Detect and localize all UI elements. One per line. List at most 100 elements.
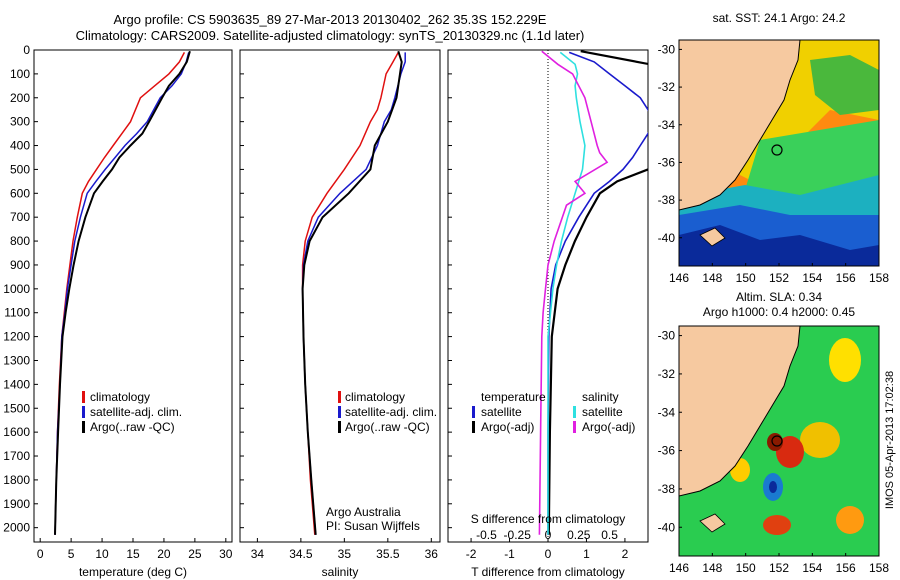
map-lat-label: -40 <box>658 231 676 245</box>
x-tick-label: 10 <box>95 547 109 561</box>
imos-timestamp-credit: IMOS 05-Apr-2013 17:02:38 <box>884 371 896 509</box>
map-lon-label: 154 <box>802 271 822 285</box>
temperature-lines <box>54 50 191 535</box>
depth-tick-label: 400 <box>10 139 30 153</box>
sst-map-panel: sat. SST: 24.1 Argo: 24.2 146 148 150 152 15… <box>658 11 890 285</box>
depth-tick-label: 0 <box>23 43 30 57</box>
depth-tick-label: 1100 <box>4 306 30 320</box>
depth-tick-label: 200 <box>10 91 30 105</box>
depth-tick-label: 500 <box>10 162 30 176</box>
x-tick-label: 30 <box>219 547 233 561</box>
sst-green-eddy <box>810 55 879 115</box>
sla-yellow-blob <box>829 338 861 382</box>
difference-x-axis: -2 -1 0 1 2 -0.5 -0.25 0 0.25 0.5 <box>466 528 629 561</box>
legend-swatch-t-satellite <box>472 406 475 418</box>
map-lon-label: 150 <box>736 271 756 285</box>
depth-tick-label: 800 <box>10 234 30 248</box>
map-lat-label: -38 <box>658 482 676 496</box>
depth-axis: 0 100 200 300 400 500 600 700 800 900 1000 1100 1200… <box>3 43 38 535</box>
legend-label-satellite: satellite-adj. clim. <box>90 405 182 419</box>
x-tick-label: 15 <box>126 547 140 561</box>
legend-swatch-s-argo <box>573 421 576 433</box>
difference-depth-ticks <box>448 49 452 529</box>
map-lon-label: 158 <box>869 271 889 285</box>
salinity-xlabel: salinity <box>322 565 359 579</box>
figure-title-line-1: Argo profile: CS 5903635_89 27-Mar-2013 … <box>113 12 547 27</box>
sla-orange-blob-2 <box>836 506 864 534</box>
legend-label-s-satellite: satellite <box>582 405 623 419</box>
legend-swatch-t-argo <box>472 421 475 433</box>
map-lat-label: -32 <box>658 367 676 381</box>
map-lon-label: 150 <box>736 561 756 575</box>
difference-lines <box>538 50 648 535</box>
x-tick-label: 2 <box>622 547 629 561</box>
series-line-argo-raw-qc- <box>301 50 403 535</box>
map-lon-label: 158 <box>869 561 889 575</box>
temperature-legend: climatology satellite-adj. clim. Argo(..… <box>82 390 182 434</box>
difference-legend: temperature satellite Argo(-adj) salinit… <box>472 390 635 434</box>
s-tick-label: 0.25 <box>567 528 591 542</box>
x-tick-label: 1 <box>583 547 590 561</box>
map-lon-label: 148 <box>702 271 722 285</box>
x-tick-label: 0 <box>545 547 552 561</box>
salinity-axes-box <box>239 49 441 543</box>
depth-tick-label: 1400 <box>3 377 30 391</box>
depth-tick-label: 1300 <box>3 353 30 367</box>
map-lat-label: -38 <box>658 193 676 207</box>
legend-label-s-argo: Argo(-adj) <box>582 420 635 434</box>
legend-label-argo: Argo(..raw -QC) <box>345 420 430 434</box>
legend-label-climatology: climatology <box>90 390 150 404</box>
x-tick-label: 34.5 <box>289 547 313 561</box>
sla-high-anomaly <box>776 436 804 468</box>
sla-high-anomaly-core <box>767 433 783 451</box>
depth-tick-label: 1000 <box>3 282 30 296</box>
sla-island <box>699 513 726 533</box>
depth-tick-label: 600 <box>10 186 30 200</box>
x-tick-label: 20 <box>157 547 171 561</box>
depth-tick-label: 2000 <box>3 521 30 535</box>
map-lon-label: 154 <box>802 561 822 575</box>
map-lat-label: -30 <box>658 42 676 56</box>
map-lat-label: -34 <box>658 405 676 419</box>
legend-swatch-s-satellite <box>573 406 576 418</box>
x-tick-label: 25 <box>188 547 202 561</box>
x-tick-label: 36 <box>425 547 439 561</box>
salinity-lines <box>301 50 406 535</box>
s-tick-label: -0.5 <box>476 528 497 542</box>
map-lat-label: -30 <box>658 329 676 343</box>
map-lon-label: 152 <box>769 561 789 575</box>
legend-label-t-satellite: satellite <box>481 405 522 419</box>
sst-map-field <box>679 40 879 266</box>
depth-tick-label: 1500 <box>3 401 30 415</box>
depth-tick-label: 900 <box>10 258 30 272</box>
credit-argo-australia: Argo Australia <box>326 505 401 519</box>
diff-line-salinity-argo-adj- <box>538 50 609 535</box>
depth-tick-label: 1800 <box>3 473 30 487</box>
legend-swatch-climatology <box>82 391 85 403</box>
t-difference-label: T difference from climatology <box>471 565 625 579</box>
legend-swatch-satellite <box>338 406 341 418</box>
diff-line-temperature-argo-adj- <box>547 50 648 535</box>
map-lat-label: -36 <box>658 444 676 458</box>
sst-dark-blue-zone <box>679 225 879 266</box>
series-line-argo-raw-qc- <box>54 50 191 535</box>
legend-label-climatology: climatology <box>345 390 405 404</box>
legend-label-argo: Argo(..raw -QC) <box>90 420 175 434</box>
depth-tick-label: 700 <box>10 210 30 224</box>
temperature-panel: 0100200300400500600700800900100011001200… <box>3 43 233 579</box>
s-tick-label: -0.25 <box>504 528 532 542</box>
x-tick-label: 5 <box>68 547 75 561</box>
legend-swatch-argo <box>338 421 341 433</box>
sla-map-title-2: Argo h1000: 0.4 h2000: 0.45 <box>703 305 855 319</box>
depth-tick-label: 1700 <box>3 449 30 463</box>
sla-map-panel: Altim. SLA: 0.34 Argo h1000: 0.4 h2000: … <box>658 290 890 575</box>
depth-tick-label: 300 <box>10 115 30 129</box>
sla-yellow-blob-2 <box>800 422 840 458</box>
salinity-x-axis: 34 34.5 35 35.5 36 <box>251 538 439 561</box>
map-lat-label: -32 <box>658 80 676 94</box>
s-difference-label: S difference from climatology <box>471 512 626 526</box>
legend-swatch-argo <box>82 421 85 433</box>
sla-australia-land <box>679 326 801 497</box>
legend-swatch-climatology <box>338 391 341 403</box>
salinity-panel: 34 34.5 35 35.5 36 salinity climatology sate… <box>239 49 441 579</box>
